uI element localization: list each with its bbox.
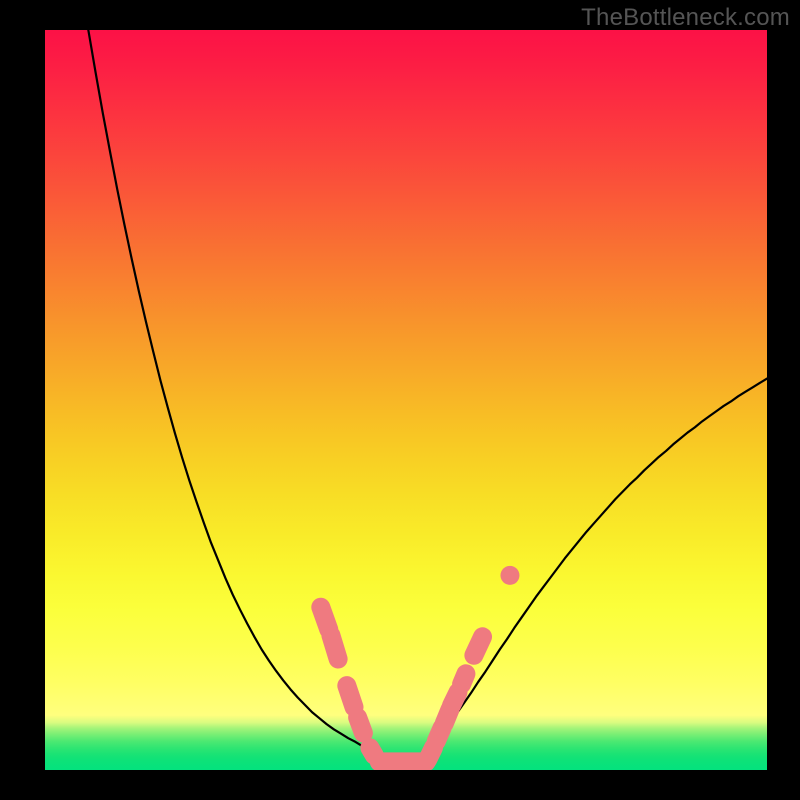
marker-pill xyxy=(347,686,354,707)
marker-pill xyxy=(451,692,457,705)
marker-pill xyxy=(462,674,466,684)
marker-pill xyxy=(474,637,483,656)
marker-pill xyxy=(321,607,329,629)
marker-pill xyxy=(358,717,364,733)
marker-dot xyxy=(500,566,519,585)
watermark-text: TheBottleneck.com xyxy=(581,4,790,32)
gradient-background xyxy=(45,30,767,770)
marker-pill xyxy=(370,748,374,755)
marker-pill xyxy=(331,635,338,659)
bottleneck-chart xyxy=(0,0,800,800)
root: TheBottleneck.com xyxy=(0,0,800,800)
